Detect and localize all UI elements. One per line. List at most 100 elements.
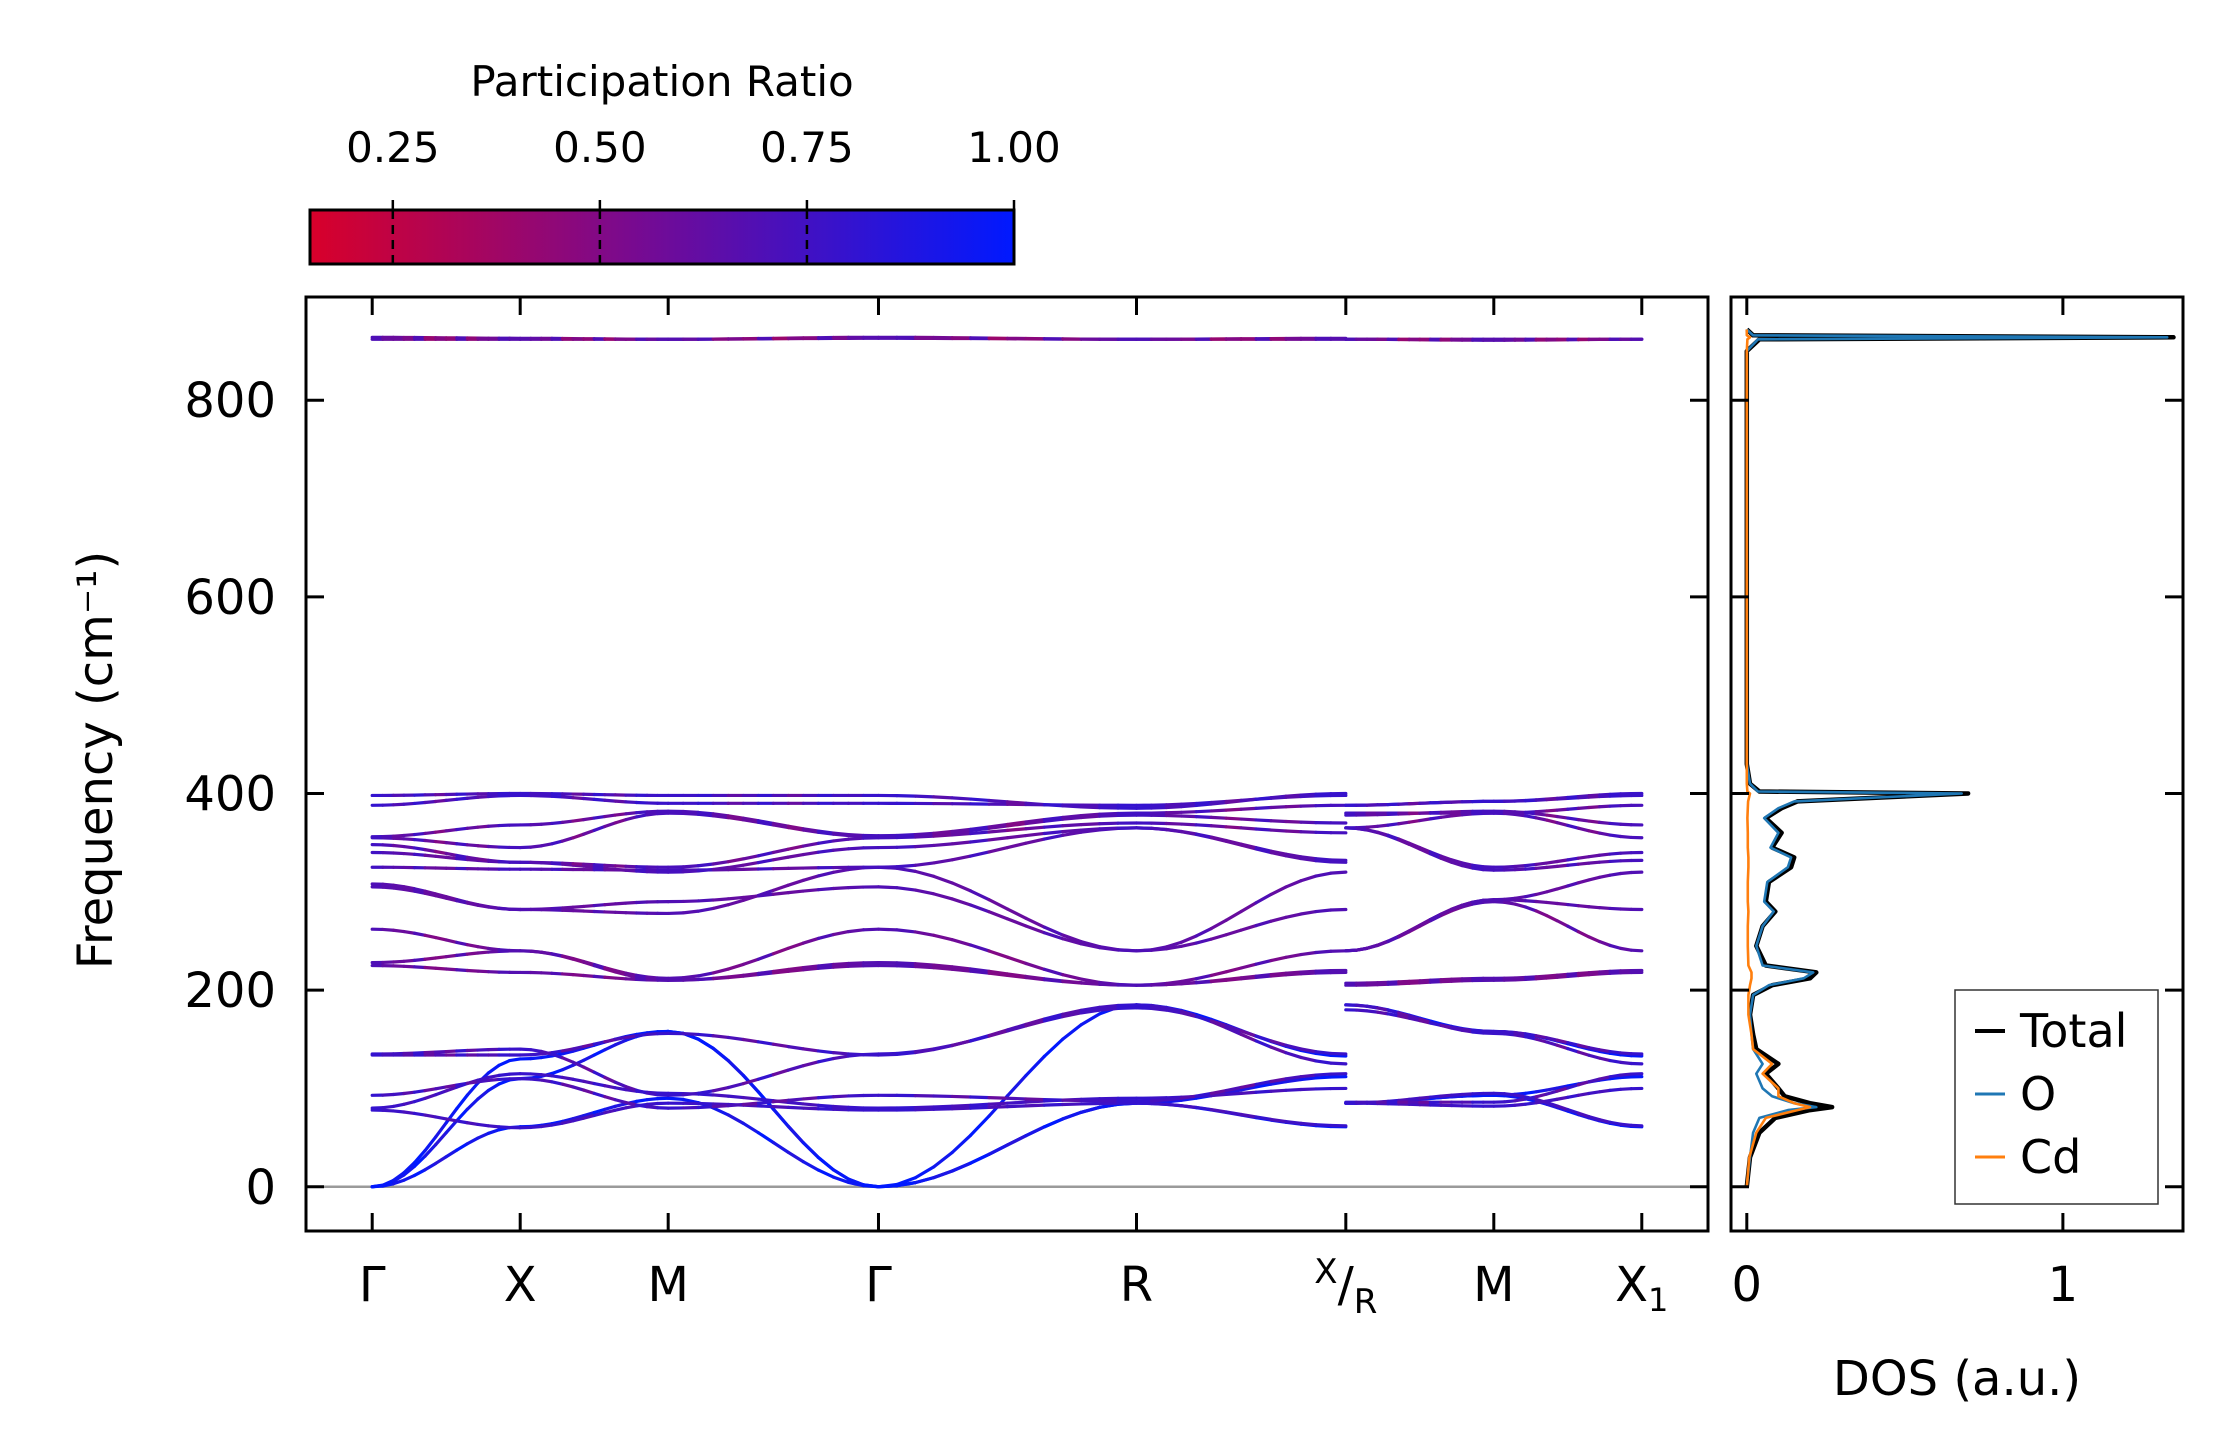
band-segment: [801, 1060, 820, 1068]
band-segment: [1619, 834, 1633, 840]
band-segment: [1502, 1030, 1517, 1035]
band-segment: [950, 796, 973, 801]
band-segment: [1005, 1024, 1028, 1033]
band-segment: [1587, 1053, 1602, 1060]
band-segment: [681, 909, 700, 915]
band-segment: [1005, 820, 1028, 827]
band-segment: [1098, 945, 1120, 952]
k-point-label: X1: [1615, 1257, 1668, 1319]
band-segment: [645, 1032, 660, 1037]
band-segment: [756, 952, 775, 961]
band-segment: [1545, 900, 1559, 906]
band-segment: [711, 975, 730, 980]
band-segment: [1576, 1050, 1591, 1057]
band-segment: [423, 889, 438, 896]
band-segment: [726, 815, 745, 822]
band-segment: [1534, 816, 1549, 822]
band-segment: [1513, 1030, 1528, 1036]
band-segment: [1024, 817, 1046, 824]
band-segment: [1209, 815, 1228, 820]
band-segment: [666, 1096, 685, 1101]
band-segment: [465, 943, 480, 949]
band-segment: [1587, 853, 1602, 859]
band-segment: [969, 1034, 991, 1043]
band-segment: [1471, 900, 1485, 906]
colorbar-tick-label: 0.25: [346, 123, 440, 172]
band-segment: [560, 1049, 575, 1056]
band-segment: [1061, 973, 1083, 981]
band-segment: [1545, 796, 1559, 801]
band-segment: [1179, 803, 1198, 809]
band-segment: [1513, 895, 1528, 900]
band-segment: [1194, 1014, 1213, 1023]
band-segment: [1209, 1088, 1228, 1096]
legend-label-o: O: [2020, 1067, 2056, 1121]
band-segment: [1329, 1051, 1348, 1056]
band-segment: [1269, 971, 1288, 977]
band-segment: [476, 857, 491, 862]
band-segment: [476, 950, 491, 955]
band-segment: [726, 973, 745, 979]
legend: Total O Cd: [1954, 989, 2159, 1205]
band-segment: [497, 859, 512, 864]
band-segment: [1224, 825, 1243, 830]
band-segment: [987, 1105, 1010, 1109]
band-segment: [846, 885, 866, 890]
band-segment: [1179, 934, 1198, 944]
band-segment: [1116, 982, 1139, 987]
band-segment: [624, 977, 639, 982]
band-segment: [726, 1113, 745, 1125]
band-segment: [1608, 1087, 1623, 1092]
band-segment: [571, 1060, 586, 1069]
band-segment: [1134, 1006, 1154, 1011]
band-segment: [391, 928, 406, 934]
band-segment: [434, 1131, 448, 1147]
band-segment: [624, 900, 639, 905]
band-segment: [1254, 1082, 1273, 1089]
band-segment: [560, 1082, 575, 1089]
band-segment: [932, 842, 954, 848]
band-segment: [582, 1110, 596, 1118]
band-segment: [969, 1102, 991, 1107]
band-segment: [816, 829, 836, 835]
band-segment: [1460, 861, 1475, 867]
band-segment: [634, 810, 649, 815]
band-segment: [1523, 798, 1538, 803]
band-segment: [476, 824, 491, 829]
band-segment: [1555, 884, 1570, 891]
band-segment: [1428, 912, 1443, 922]
band-segment: [696, 867, 715, 873]
band-segment: [1407, 1016, 1422, 1023]
band-segment: [1042, 967, 1065, 977]
band-segment: [444, 855, 459, 861]
band-segment: [987, 1101, 1010, 1106]
band-segment: [465, 825, 480, 830]
band-segment: [1254, 1115, 1273, 1122]
band-segment: [1061, 830, 1083, 837]
band-segment: [582, 816, 596, 822]
band-segment: [771, 1107, 790, 1128]
band-segment: [1239, 797, 1258, 803]
band-segment: [1061, 814, 1083, 820]
band-segment: [613, 1106, 628, 1112]
band-segment: [932, 1107, 954, 1111]
band-segment: [1098, 826, 1120, 831]
band-segment: [1061, 828, 1083, 834]
band-segment: [1239, 974, 1258, 980]
band-segment: [592, 903, 607, 908]
band-segment: [895, 863, 917, 869]
band-segment: [1545, 975, 1559, 980]
band-segment: [1428, 980, 1443, 984]
band-segment: [624, 1085, 639, 1092]
band-segment: [1576, 855, 1591, 860]
band-segment: [1299, 1087, 1318, 1092]
band-segment: [434, 839, 448, 845]
band-segment: [1179, 822, 1198, 827]
band-segment: [402, 958, 417, 963]
band-segment: [529, 1077, 543, 1082]
band-segment: [391, 802, 406, 807]
band-segment: [1523, 977, 1538, 982]
band-segment: [726, 1082, 745, 1090]
band-segment: [444, 841, 459, 846]
